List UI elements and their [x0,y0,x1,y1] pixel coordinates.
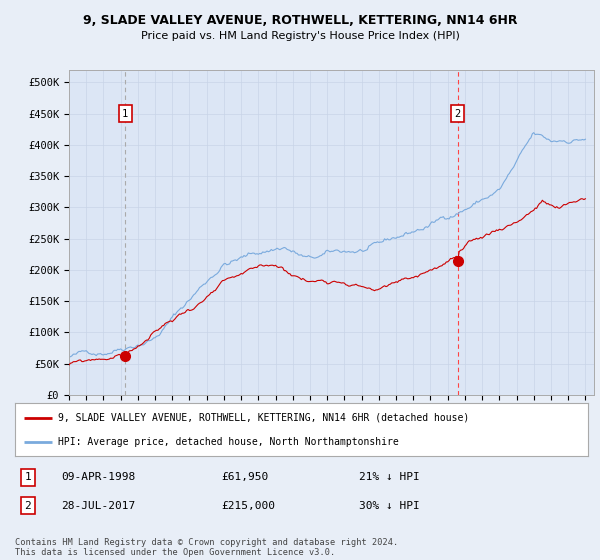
Text: 30% ↓ HPI: 30% ↓ HPI [359,501,419,511]
Text: 9, SLADE VALLEY AVENUE, ROTHWELL, KETTERING, NN14 6HR: 9, SLADE VALLEY AVENUE, ROTHWELL, KETTER… [83,14,517,27]
Text: 2: 2 [24,501,31,511]
Text: HPI: Average price, detached house, North Northamptonshire: HPI: Average price, detached house, Nort… [58,437,399,447]
Text: 2: 2 [454,109,461,119]
Text: 28-JUL-2017: 28-JUL-2017 [61,501,135,511]
Text: 21% ↓ HPI: 21% ↓ HPI [359,472,419,482]
Text: Price paid vs. HM Land Registry's House Price Index (HPI): Price paid vs. HM Land Registry's House … [140,31,460,41]
Text: Contains HM Land Registry data © Crown copyright and database right 2024.
This d: Contains HM Land Registry data © Crown c… [15,538,398,557]
Text: £215,000: £215,000 [221,501,275,511]
Text: 09-APR-1998: 09-APR-1998 [61,472,135,482]
Text: 1: 1 [24,472,31,482]
Text: 9, SLADE VALLEY AVENUE, ROTHWELL, KETTERING, NN14 6HR (detached house): 9, SLADE VALLEY AVENUE, ROTHWELL, KETTER… [58,413,469,423]
Text: 1: 1 [122,109,128,119]
Text: £61,950: £61,950 [221,472,269,482]
